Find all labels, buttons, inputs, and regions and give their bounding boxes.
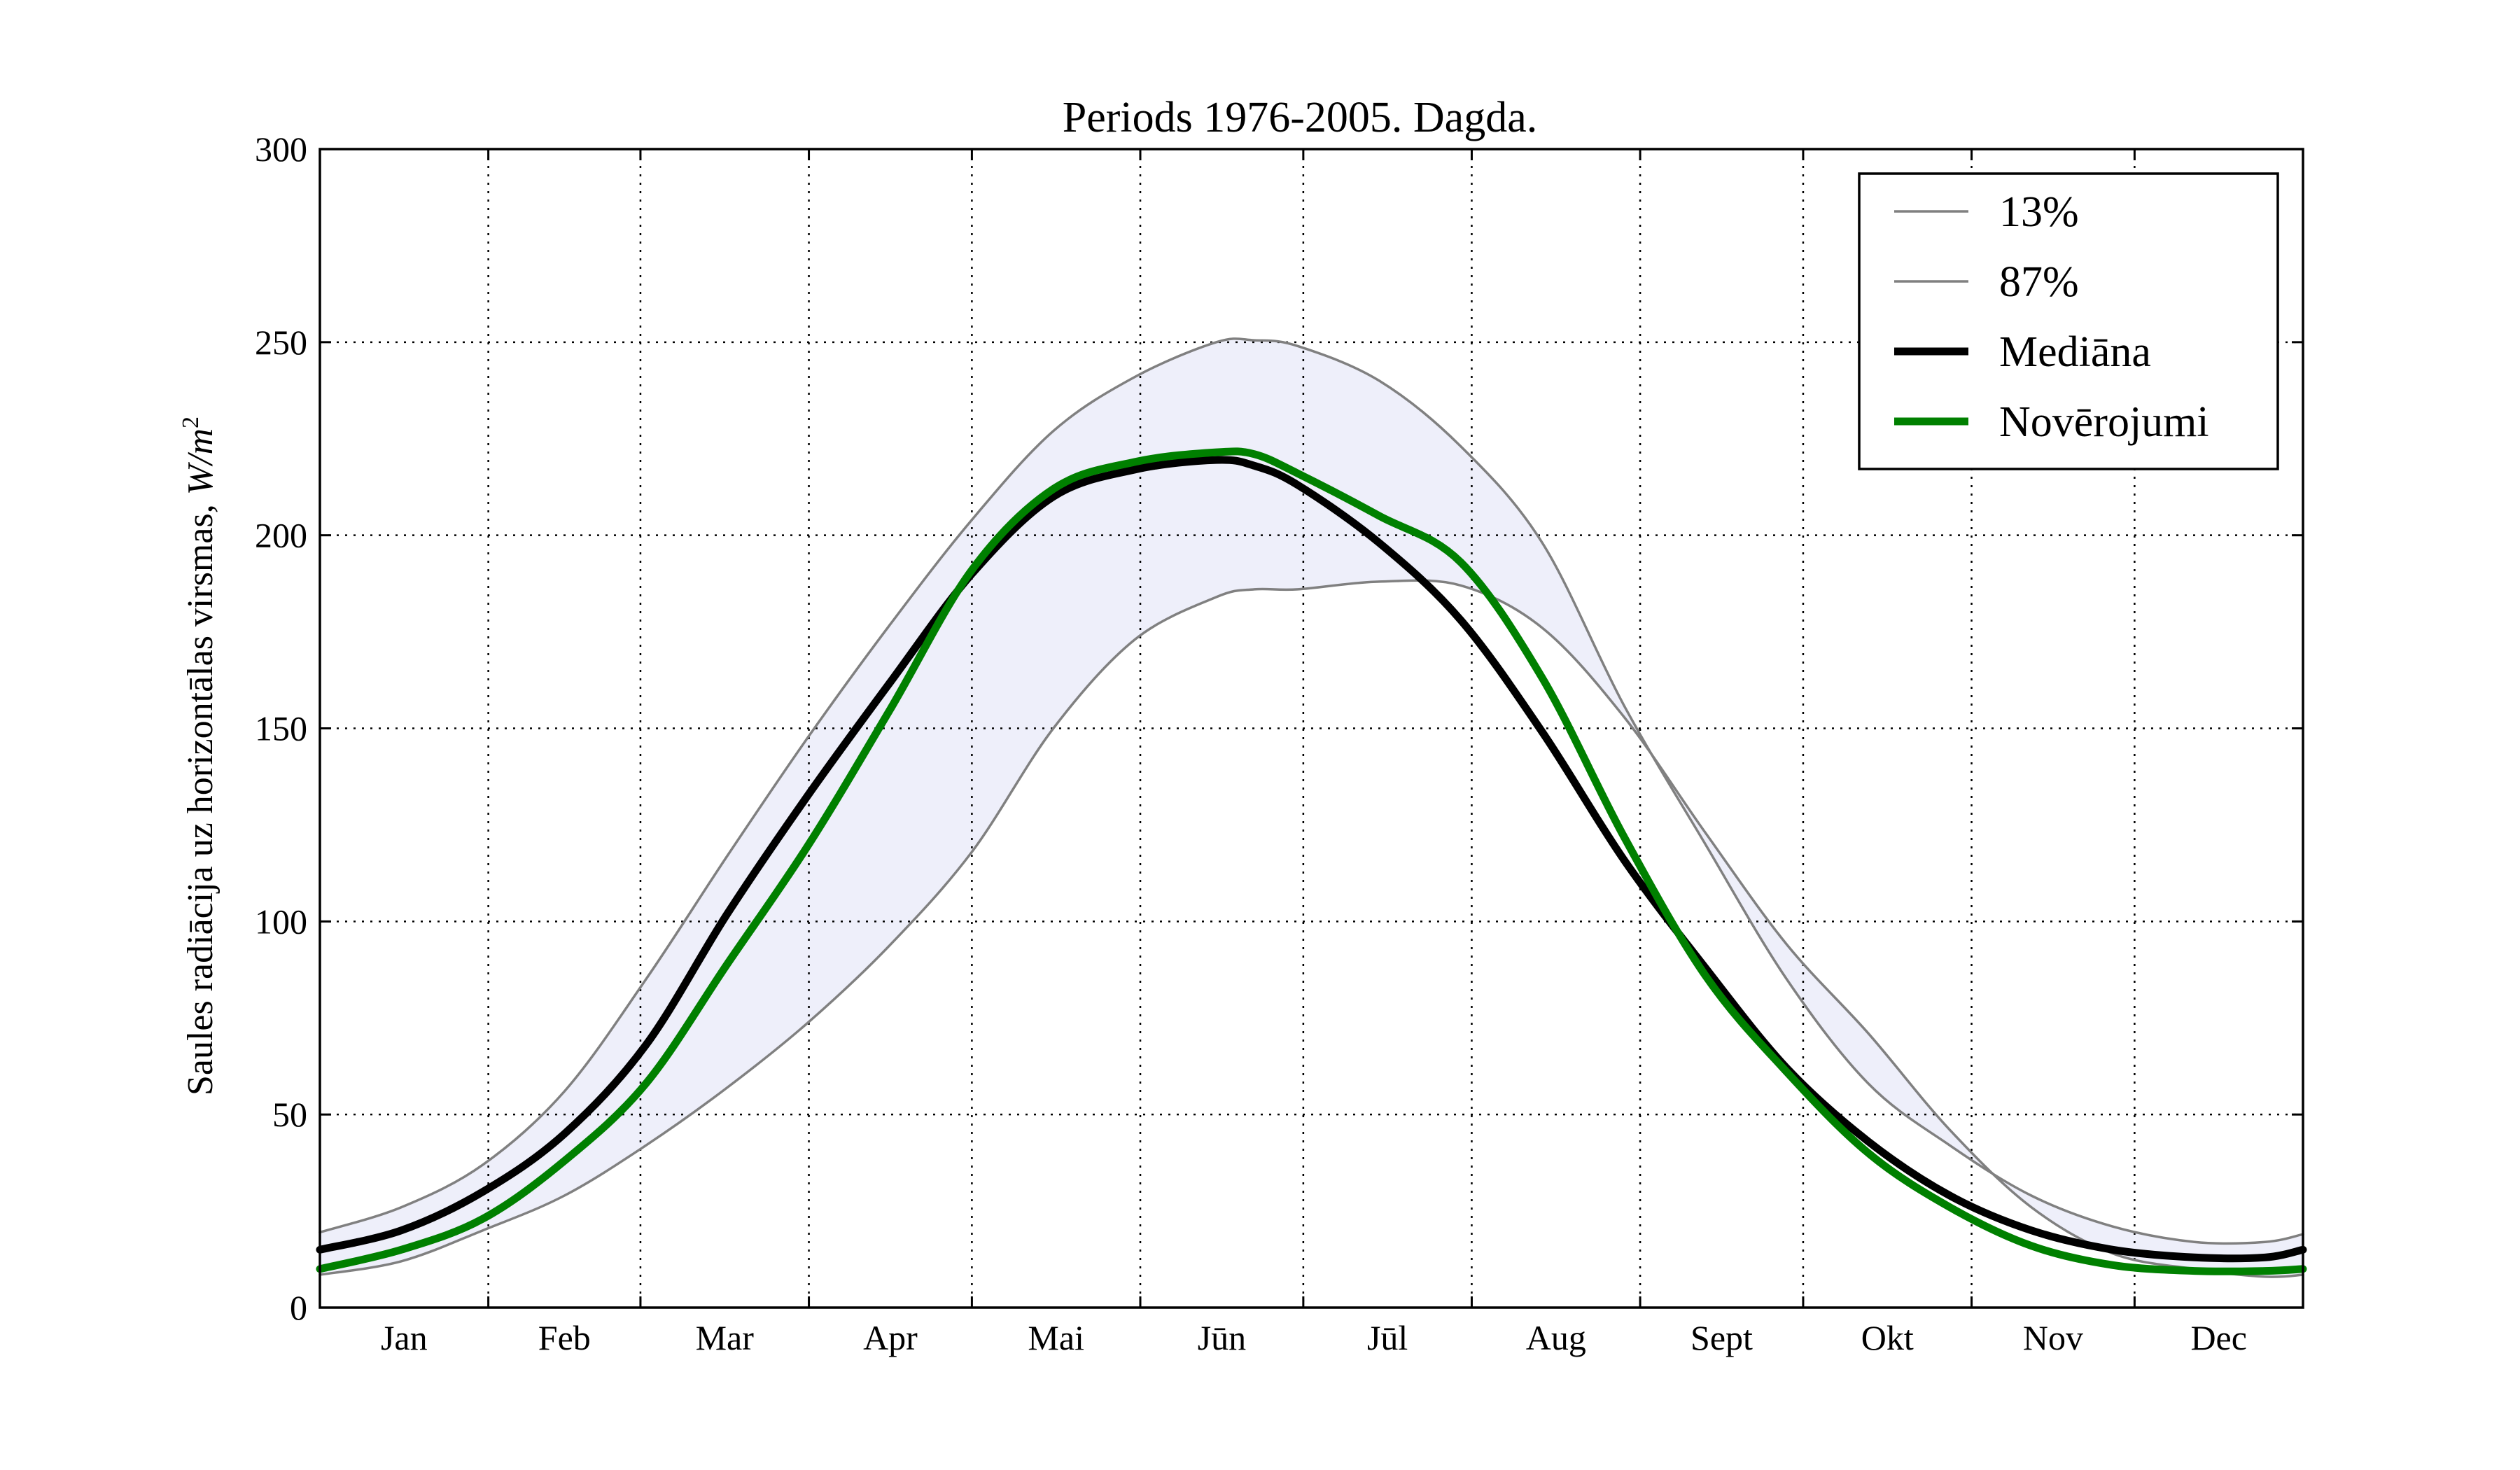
y-axis-unit-exponent: 2 (178, 416, 204, 428)
y-tick-label: 100 (255, 902, 307, 941)
x-tick-label: Nov (2023, 1318, 2083, 1357)
x-tick-label: Dec (2190, 1318, 2247, 1357)
plot-area (316, 149, 2307, 1308)
series-line-2 (318, 337, 2304, 1245)
x-tick-label: Jūl (1367, 1318, 1408, 1357)
y-axis-unit: W/m (181, 428, 220, 495)
series-line-4 (316, 447, 2307, 1275)
y-axis-label: Saules radiācija uz horizontālas virsmas… (178, 416, 220, 1096)
x-tick-label: Mar (696, 1318, 755, 1357)
y-tick-label: 250 (255, 323, 307, 362)
x-tick-label: Jan (381, 1318, 428, 1357)
percentile-band (320, 338, 2303, 1278)
series-line-1 (318, 579, 2304, 1278)
series-line-3 (316, 456, 2307, 1263)
y-tick-label: 0 (290, 1288, 307, 1327)
legend-label: Mediāna (1999, 328, 2151, 376)
legend-label: 13% (1999, 188, 2079, 236)
legend: 13% 87% Mediāna Novērojumi (1858, 172, 2279, 470)
x-tick-label: Aug (1526, 1318, 1586, 1357)
legend-label: Novērojumi (1999, 398, 2209, 446)
x-tick-label: Jūn (1198, 1318, 1246, 1357)
y-tick-label: 300 (255, 130, 307, 169)
legend-label: 87% (1999, 258, 2079, 306)
y-tick-label: 200 (255, 516, 307, 555)
x-tick-label: Mai (1028, 1318, 1084, 1357)
y-tick-label: 150 (255, 709, 307, 748)
x-tick-label: Okt (1861, 1318, 1914, 1357)
x-tick-label: Apr (863, 1318, 918, 1357)
x-tick-label: Feb (538, 1318, 591, 1357)
chart-title: Periods 1976-2005. Dagda. (1063, 94, 1537, 141)
y-tick-label: 50 (272, 1095, 307, 1134)
x-tick-label: Sept (1690, 1318, 1753, 1357)
axes: 0 50 100 150 200 250 300 Jan Feb Mar Apr Mai Jūn Jūl A… (255, 130, 2304, 1357)
